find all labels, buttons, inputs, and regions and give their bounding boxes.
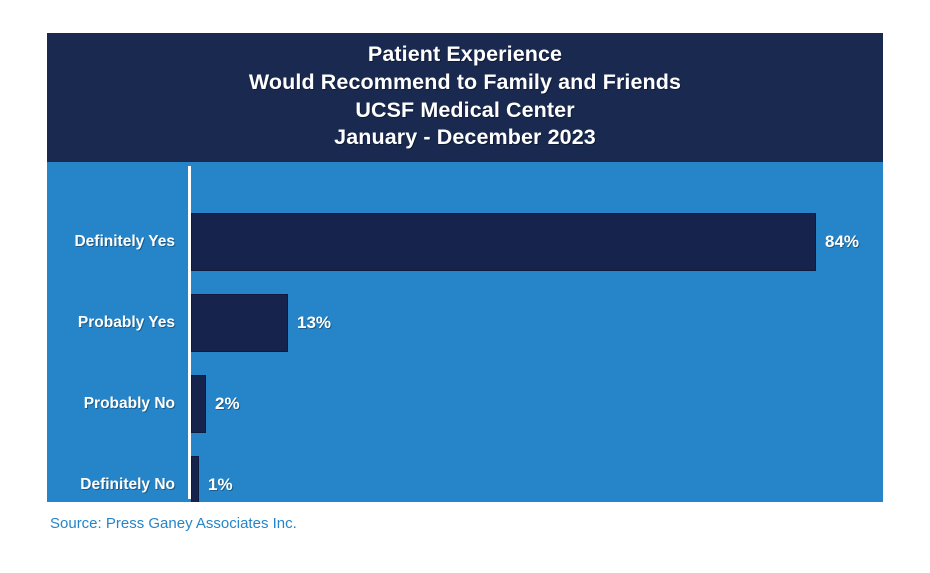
bar-probably-no xyxy=(191,375,206,433)
category-label-definitely-no: Definitely No xyxy=(80,476,175,493)
bar-probably-yes xyxy=(191,294,288,352)
bar-row: Probably Yes 13% xyxy=(47,294,883,352)
bar-definitely-no xyxy=(191,456,199,502)
chart-title-line-4: January - December 2023 xyxy=(334,125,596,150)
chart-title-line-2: Would Recommend to Family and Friends xyxy=(248,69,682,94)
chart-plot-area: Definitely Yes 84% Probably Yes 13% Prob… xyxy=(47,162,883,502)
chart-title-band: Patient Experience Would Recommend to Fa… xyxy=(47,33,883,162)
bar-value-probably-yes: 13% xyxy=(297,313,332,332)
bar-row: Definitely Yes 84% xyxy=(47,213,883,271)
category-label-probably-no: Probably No xyxy=(83,395,175,412)
chart-title-line-1: Patient Experience xyxy=(367,41,563,66)
chart-title-line-3: UCSF Medical Center xyxy=(355,97,575,122)
value-axis-line xyxy=(188,166,191,499)
source-note: Source: Press Ganey Associates Inc. xyxy=(50,515,297,532)
bar-row: Definitely No 1% xyxy=(47,456,883,502)
bar-definitely-yes xyxy=(191,213,816,271)
bar-value-definitely-yes: 84% xyxy=(825,232,860,251)
bar-row: Probably No 2% xyxy=(47,375,883,433)
bar-value-definitely-no: 1% xyxy=(208,475,233,494)
category-label-probably-yes: Probably Yes xyxy=(77,314,175,331)
bar-value-probably-no: 2% xyxy=(215,394,240,413)
chart-figure: Patient Experience Would Recommend to Fa… xyxy=(47,33,883,502)
category-label-definitely-yes: Definitely Yes xyxy=(74,233,175,250)
